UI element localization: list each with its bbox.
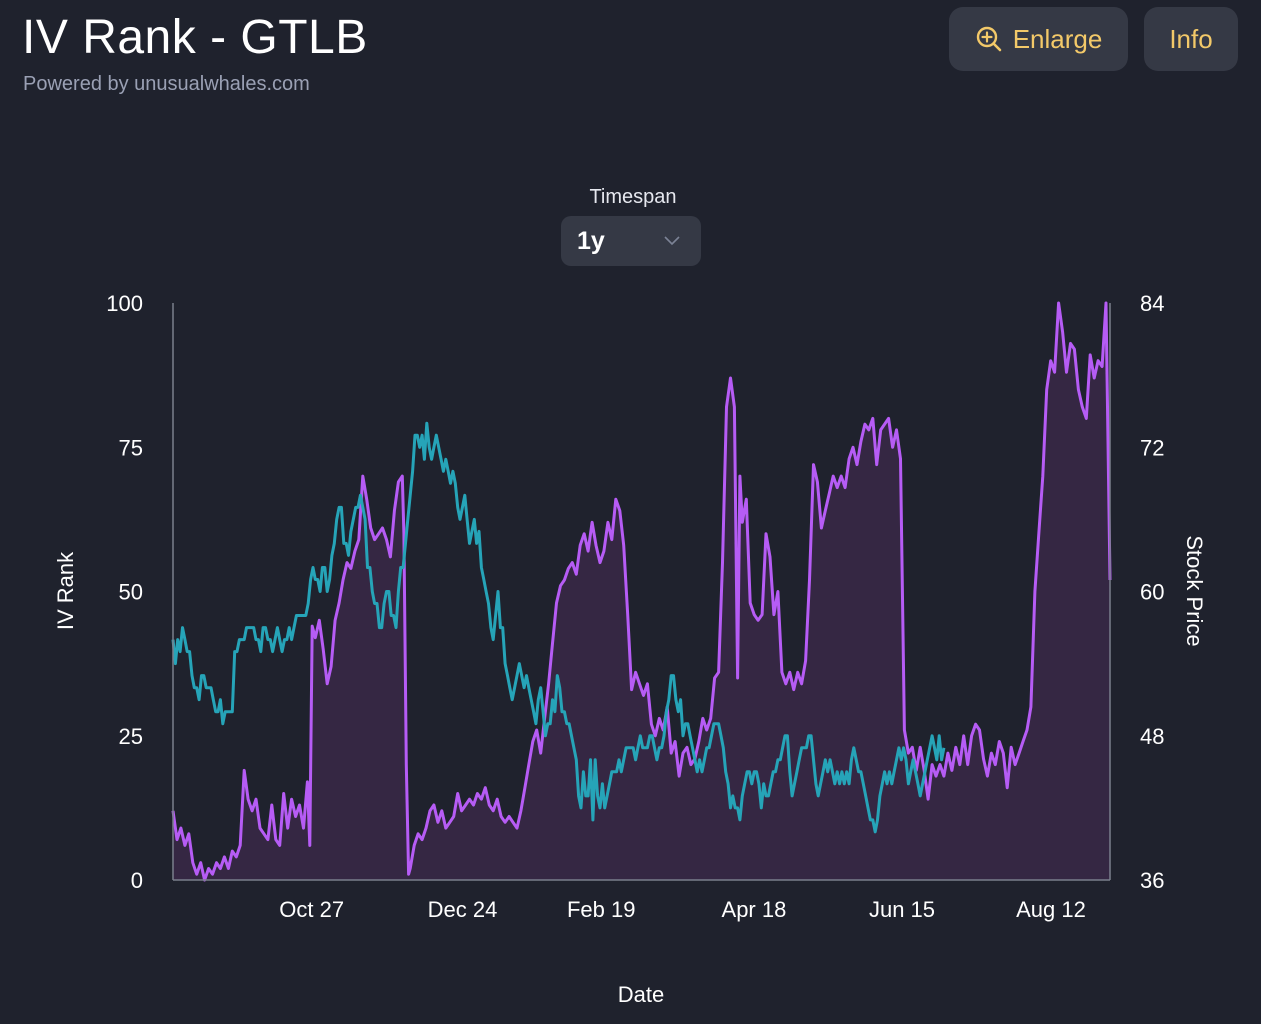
info-button[interactable]: Info xyxy=(1144,7,1238,71)
y-tick-label: 100 xyxy=(106,291,143,316)
y2-tick-label: 84 xyxy=(1140,291,1164,316)
x-axis-title: Date xyxy=(618,982,664,1007)
x-tick-label: Dec 24 xyxy=(428,897,498,922)
x-tick-label: Apr 18 xyxy=(722,897,787,922)
timespan-value: 1y xyxy=(577,226,605,255)
y-tick-label: 0 xyxy=(131,868,143,893)
zoom-in-icon xyxy=(976,26,1001,52)
x-tick-label: Oct 27 xyxy=(279,897,344,922)
timespan-select[interactable]: 1y xyxy=(561,216,701,266)
y2-tick-label: 36 xyxy=(1140,868,1164,893)
x-tick-label: Feb 19 xyxy=(567,897,636,922)
y2-tick-label: 48 xyxy=(1140,724,1164,749)
y-axis-title: IV Rank xyxy=(53,551,78,630)
enlarge-button[interactable]: Enlarge xyxy=(949,7,1128,71)
info-label: Info xyxy=(1169,23,1213,54)
powered-by-text: Powered by unusualwhales.com xyxy=(23,73,310,95)
y-tick-label: 25 xyxy=(119,724,143,749)
enlarge-label: Enlarge xyxy=(1012,23,1103,54)
x-tick-label: Aug 12 xyxy=(1016,897,1086,922)
chevron-down-icon xyxy=(664,236,680,246)
x-tick-label: Jun 15 xyxy=(869,897,935,922)
timespan-label: Timespan xyxy=(589,186,677,208)
page-title: IV Rank - GTLB xyxy=(22,11,368,64)
y2-axis-title: Stock Price xyxy=(1182,535,1207,646)
iv-rank-line xyxy=(171,301,1112,882)
y2-tick-label: 60 xyxy=(1140,580,1164,605)
y-tick-label: 75 xyxy=(119,435,143,460)
y2-tick-label: 72 xyxy=(1140,435,1164,460)
y-tick-label: 50 xyxy=(119,580,143,605)
stock-price-line xyxy=(171,421,946,834)
iv-rank-area xyxy=(173,303,1110,880)
